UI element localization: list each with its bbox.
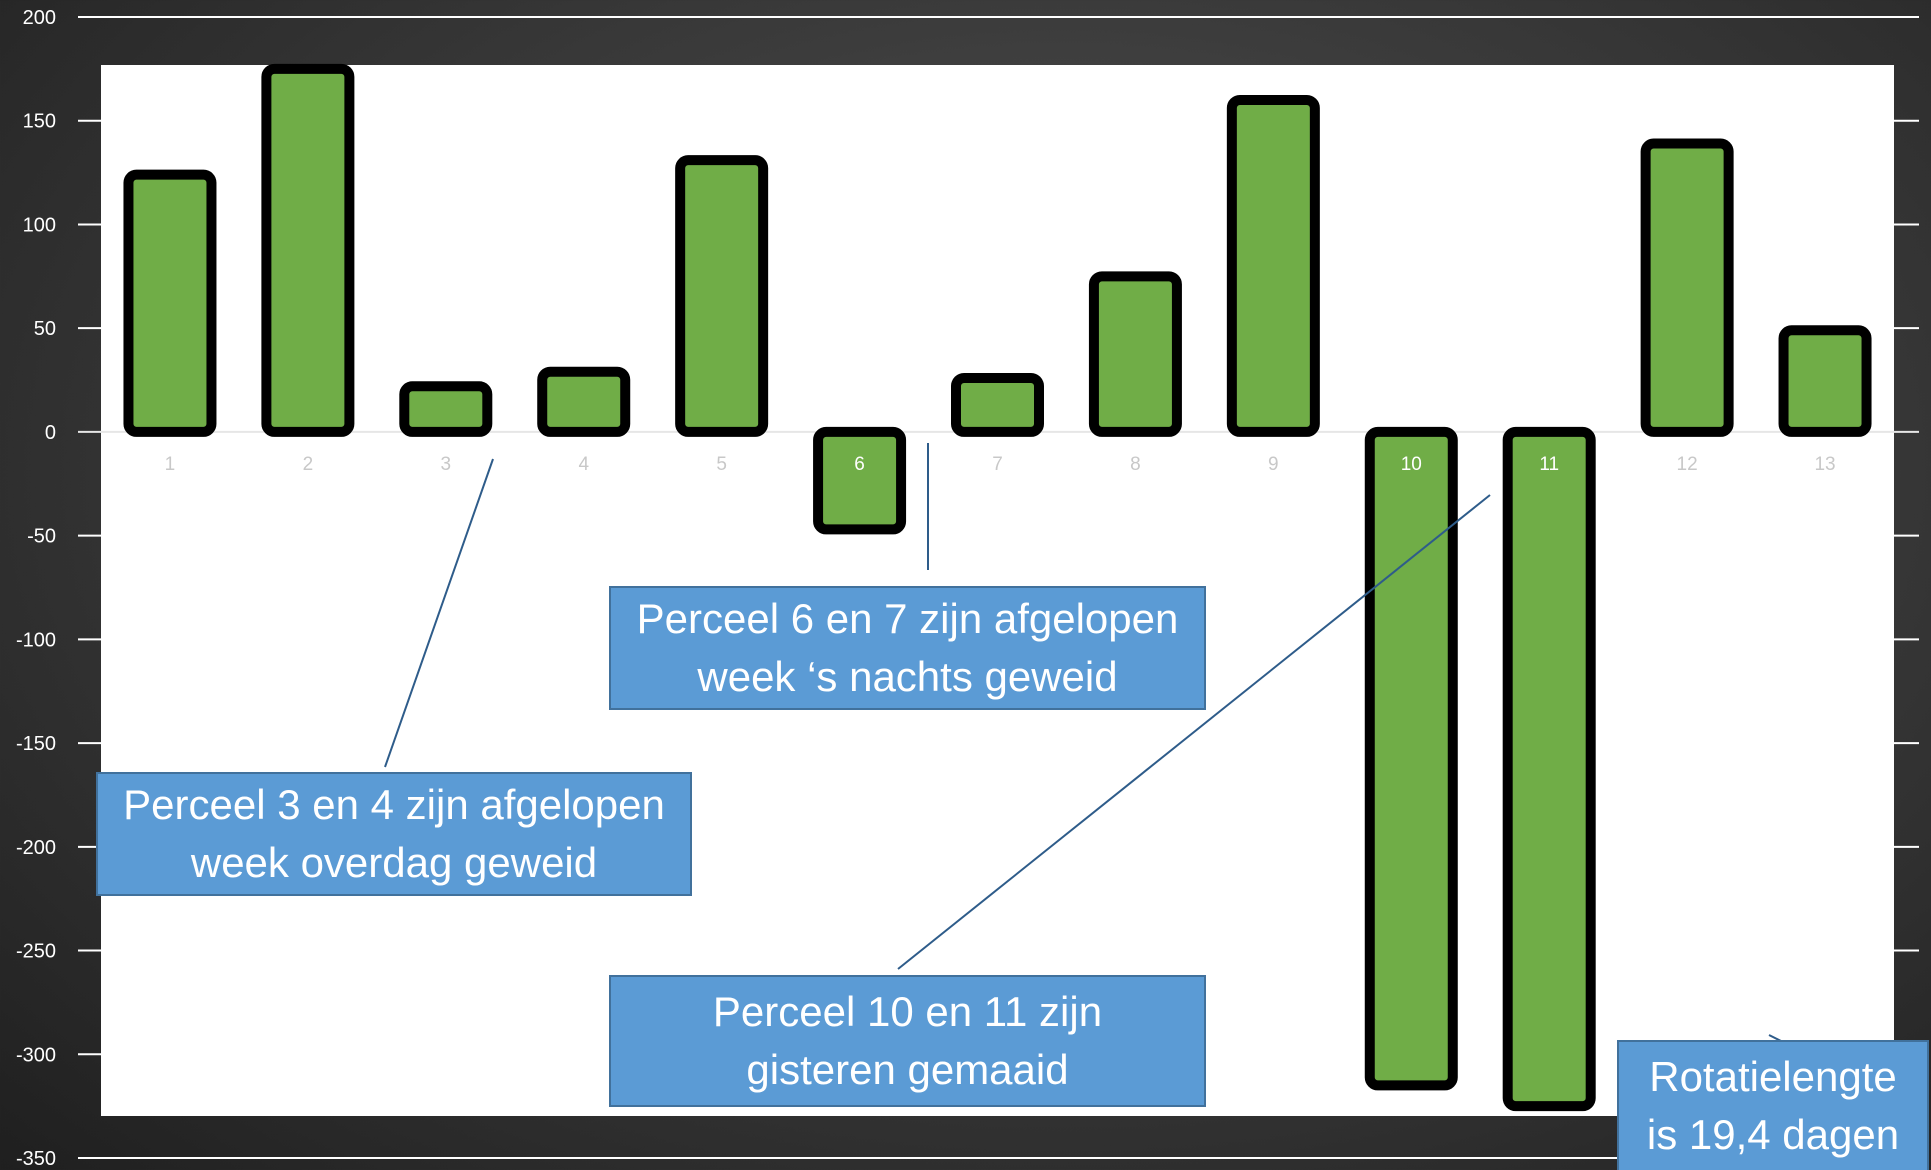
y-axis-ticks: 200 150 100 50 0 -50 -100 -150 -200 -250 -300 -350 xyxy=(16,7,56,1170)
x-axis-ticks: 1 2 3 4 5 6 7 8 9 10 11 12 13 xyxy=(165,454,1836,475)
x-tick-label: 3 xyxy=(441,454,452,475)
bar-10 xyxy=(1364,426,1458,1091)
callout-text-line: week overdag geweid xyxy=(190,839,598,886)
callout-text-line: gisteren gemaaid xyxy=(746,1046,1069,1093)
x-tick-label: 11 xyxy=(1539,454,1559,475)
callout-perceel-6-7: Perceel 6 en 7 zijn afgelopen week ‘s na… xyxy=(609,586,1206,710)
x-tick-label: 1 xyxy=(165,454,176,475)
callout-text-line: Rotatielengte xyxy=(1649,1053,1897,1100)
x-tick-label: 9 xyxy=(1268,454,1279,475)
callout-rotatielengte: Rotatielengte is 19,4 dagen xyxy=(1617,1040,1929,1170)
bar-4 xyxy=(537,366,631,437)
leader-line-perceel-10-11 xyxy=(897,494,1491,970)
y-tick-label: -350 xyxy=(16,1148,56,1170)
x-tick-label: 6 xyxy=(854,454,865,475)
bar-8 xyxy=(1088,271,1182,437)
bar-5 xyxy=(675,155,769,437)
x-tick-label: 7 xyxy=(992,454,1003,475)
callout-perceel-10-11: Perceel 10 en 11 zijn gisteren gemaaid xyxy=(609,975,1206,1107)
y-tick-label: -300 xyxy=(16,1044,56,1066)
bar-3 xyxy=(399,381,493,437)
callout-text-line: Perceel 10 en 11 zijn xyxy=(712,988,1103,1035)
y-tick-label: 200 xyxy=(23,7,56,29)
bar-9 xyxy=(1226,94,1320,437)
callout-perceel-3-4: Perceel 3 en 4 zijn afgelopen week overd… xyxy=(96,772,692,896)
x-tick-label: 8 xyxy=(1130,454,1141,475)
y-tick-label: -150 xyxy=(16,733,56,755)
x-tick-label: 13 xyxy=(1814,454,1835,475)
leader-line-perceel-3-4 xyxy=(384,458,494,768)
bar-7 xyxy=(951,372,1044,437)
y-tick-label: 150 xyxy=(23,111,56,133)
bar-2 xyxy=(261,63,355,437)
x-tick-label: 2 xyxy=(303,454,314,475)
y-tick-label: 50 xyxy=(34,318,56,340)
callout-text-line: Perceel 3 en 4 zijn afgelopen xyxy=(123,781,665,828)
y-tick-label: 0 xyxy=(45,422,56,444)
x-tick-label: 10 xyxy=(1401,454,1422,475)
bars xyxy=(123,63,1872,1112)
callout-text-line: week ‘s nachts geweid xyxy=(697,653,1118,700)
callout-text-line: Perceel 6 en 7 zijn afgelopen xyxy=(636,595,1179,642)
y-tick-label: -50 xyxy=(27,526,56,548)
callout-text-line: is 19,4 dagen xyxy=(1646,1111,1900,1158)
y-tick-label: -100 xyxy=(16,629,56,651)
bar-1 xyxy=(123,169,217,437)
x-tick-label: 12 xyxy=(1677,454,1698,475)
y-tick-label: -200 xyxy=(16,837,56,859)
bar-11 xyxy=(1502,426,1596,1112)
x-tick-label: 4 xyxy=(578,454,589,475)
bar-6 xyxy=(813,426,907,535)
y-tick-label: -250 xyxy=(16,941,56,963)
x-tick-label: 5 xyxy=(716,454,727,475)
bar-13 xyxy=(1778,325,1872,437)
y-tick-label: 100 xyxy=(23,214,56,236)
bar-12 xyxy=(1640,138,1734,437)
